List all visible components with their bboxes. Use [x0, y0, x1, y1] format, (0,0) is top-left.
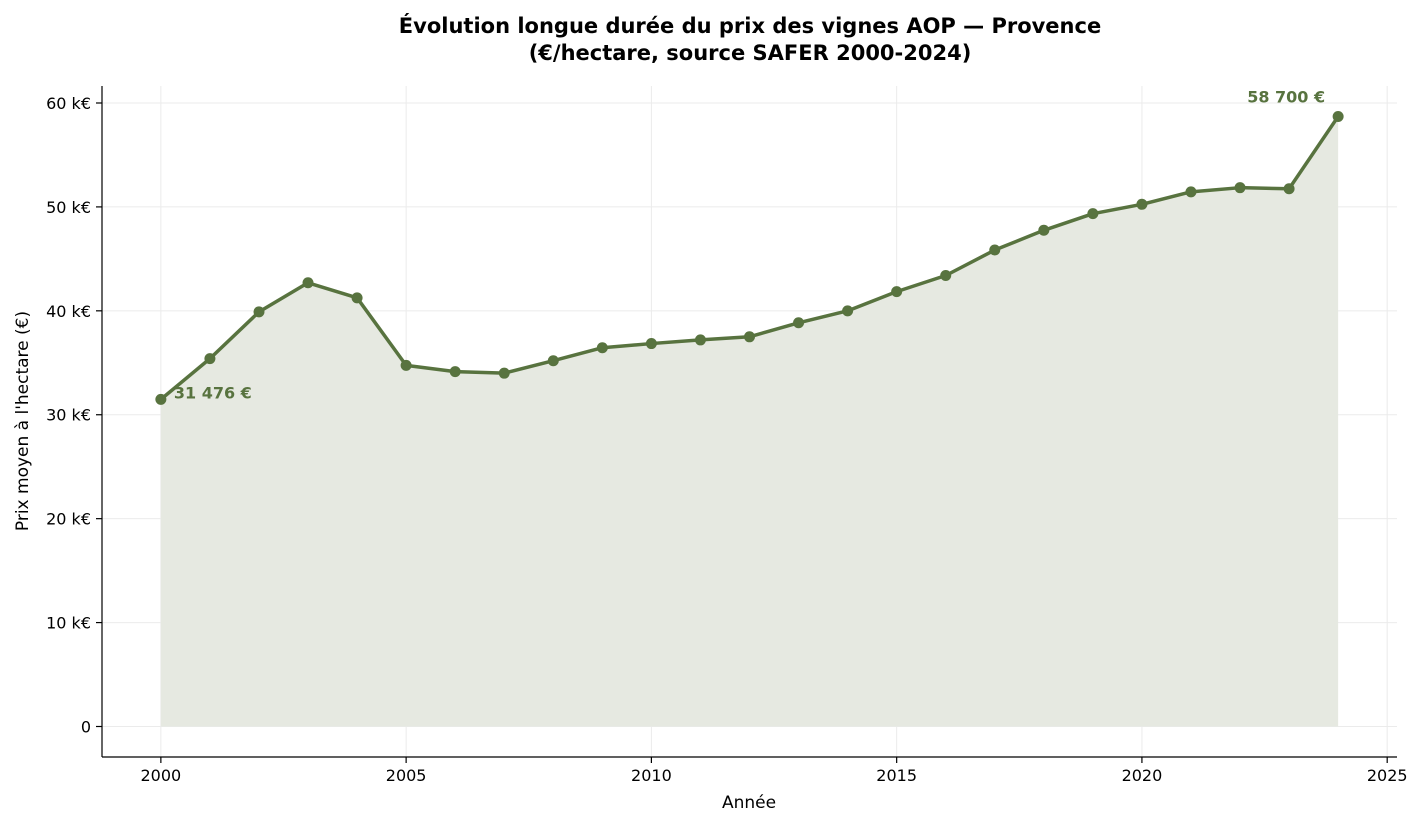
x-tick-label: 2010 — [631, 766, 672, 785]
data-point-2020 — [1136, 198, 1148, 210]
data-point-2024 — [1332, 111, 1344, 122]
y-tick-label: 10 k€ — [46, 614, 91, 633]
data-point-2015 — [891, 286, 903, 298]
data-point-2013 — [793, 317, 805, 329]
data-point-2007 — [498, 367, 510, 379]
data-point-2000 — [155, 393, 167, 405]
x-axis-label: Année — [722, 793, 776, 813]
data-point-2004 — [351, 292, 363, 304]
y-tick-label: 30 k€ — [46, 406, 91, 425]
annotations: 31 476 € 58 700 € — [174, 88, 1325, 403]
y-axis-label: Prix moyen à l'hectare (€) — [13, 311, 33, 531]
data-point-2019 — [1087, 208, 1099, 220]
chart-title: Évolution longue durée du prix des vigne… — [399, 13, 1101, 38]
data-point-2006 — [449, 366, 461, 378]
x-tick-label: 2005 — [386, 766, 427, 785]
data-point-2003 — [302, 277, 314, 289]
data-point-2022 — [1234, 182, 1246, 194]
data-point-2014 — [842, 305, 854, 317]
data-point-2009 — [596, 342, 608, 354]
y-tick-label: 20 k€ — [46, 510, 91, 529]
data-point-2002 — [253, 306, 265, 318]
price-area-fill — [160, 116, 1339, 727]
data-point-2017 — [989, 244, 1001, 256]
data-points — [155, 111, 1344, 405]
data-point-2008 — [547, 355, 559, 367]
axes — [101, 86, 1397, 758]
chart-subtitle: (€/hectare, source SAFER 2000-2024) — [529, 41, 972, 65]
x-axis-ticks: 2000 2005 2010 2015 2020 2025 — [141, 757, 1408, 785]
x-tick-label: 2015 — [876, 766, 917, 785]
data-point-2001 — [204, 353, 216, 365]
data-point-2012 — [744, 331, 755, 343]
x-tick-label: 2000 — [141, 766, 182, 785]
data-point-2021 — [1185, 186, 1197, 198]
data-point-2016 — [940, 269, 952, 281]
y-tick-label: 50 k€ — [46, 198, 91, 217]
data-point-2005 — [400, 359, 412, 371]
data-point-2018 — [1038, 224, 1050, 236]
y-tick-label: 60 k€ — [46, 94, 91, 113]
y-tick-label: 40 k€ — [46, 302, 91, 321]
x-tick-label: 2020 — [1122, 766, 1163, 785]
annotation-start-value: 31 476 € — [174, 383, 252, 402]
y-axis-ticks: 0 10 k€ 20 k€ 30 k€ 40 k€ 50 k€ 60 k€ — [46, 94, 102, 737]
data-point-2023 — [1283, 183, 1295, 195]
data-point-2010 — [645, 338, 657, 350]
y-tick-label: 0 — [81, 718, 91, 737]
data-point-2011 — [694, 334, 706, 346]
annotation-end-value: 58 700 € — [1247, 88, 1325, 107]
x-tick-label: 2025 — [1367, 766, 1408, 785]
